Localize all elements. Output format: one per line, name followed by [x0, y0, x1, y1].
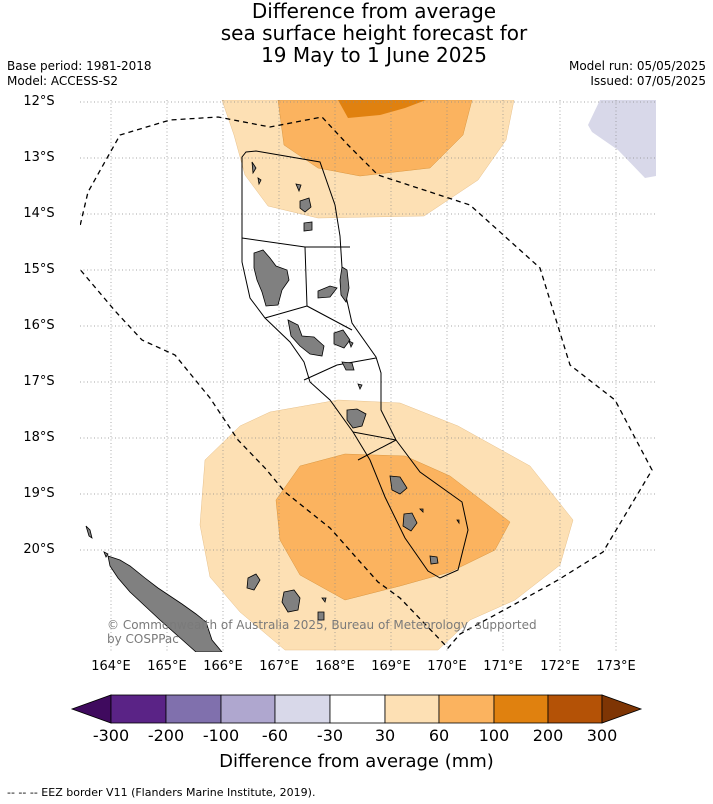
model-text: Model: ACCESS-S2 — [7, 74, 119, 88]
colorbar-bin-60-100 — [438, 694, 495, 724]
vanuatu-islands — [251, 161, 460, 565]
lat-label-15s: 15°S — [23, 262, 55, 277]
issued-text: Issued: 07/05/2025 — [590, 74, 706, 88]
colorbar-bin--60--30 — [274, 694, 331, 724]
base-period-text: Base period: 1981-2018 — [7, 59, 152, 73]
lon-label-166e: 166°E — [203, 659, 243, 674]
meta-left: Base period: 1981-2018 Model: ACCESS-S2 — [7, 59, 152, 89]
lat-label-13s: 13°S — [23, 150, 55, 165]
copyright-text: © Commonwealth of Australia 2025, Bureau… — [107, 618, 537, 646]
negative-anomaly-region — [588, 100, 656, 178]
colorbar-tick-label: -60 — [261, 726, 289, 745]
lat-label-20s: 20°S — [23, 542, 55, 557]
lon-label-168e: 168°E — [315, 659, 355, 674]
title-line-3: 19 May to 1 June 2025 — [261, 43, 487, 67]
colorbar — [70, 694, 643, 724]
eez-footnote: -- -- -- EEZ border V11 (Flanders Marine… — [7, 786, 316, 799]
lon-label-171e: 171°E — [483, 659, 523, 674]
lat-label-17s: 17°S — [23, 374, 55, 389]
lon-label-170e: 170°E — [427, 659, 467, 674]
north-anomaly-100-200 — [338, 100, 426, 118]
lon-label-165e: 165°E — [147, 659, 187, 674]
colorbar-upper-extension — [601, 694, 643, 724]
colorbar-bin--100--60 — [220, 694, 276, 724]
colorbar-bin-100-200 — [493, 694, 549, 724]
colorbar-bin-30-60 — [384, 694, 440, 724]
colorbar-bin--300--200 — [110, 694, 167, 724]
new-caledonia — [85, 525, 327, 652]
colorbar-bin--200--100 — [165, 694, 222, 724]
colorbar-bin--30-30 — [329, 694, 386, 724]
south-anomaly-60-100 — [275, 453, 511, 601]
lon-label-172e: 172°E — [540, 659, 580, 674]
map-title: Difference from average sea surface heig… — [0, 0, 713, 66]
colorbar-tick-label: 60 — [428, 726, 450, 745]
colorbar-tick-label: 200 — [532, 726, 564, 745]
colorbar-bin-200-300 — [547, 694, 603, 724]
colorbar-tick-label: 300 — [586, 726, 618, 745]
lat-label-16s: 16°S — [23, 318, 55, 333]
lat-label-18s: 18°S — [23, 430, 55, 445]
lat-label-12s: 12°S — [23, 94, 55, 109]
colorbar-tick-label: 30 — [374, 726, 396, 745]
lon-label-173e: 173°E — [596, 659, 636, 674]
title-line-1: Difference from average — [251, 0, 497, 23]
lat-label-14s: 14°S — [23, 206, 55, 221]
gridlines — [80, 100, 656, 652]
title-line-2: sea surface height forecast for — [220, 21, 528, 45]
colorbar-lower-extension — [70, 694, 112, 724]
lon-label-169e: 169°E — [371, 659, 411, 674]
colorbar-tick-label: -200 — [147, 726, 185, 745]
north-anomaly-60-100 — [277, 100, 473, 177]
colorbar-tick-label: -100 — [202, 726, 240, 745]
colorbar-tick-label: -30 — [316, 726, 344, 745]
lon-label-167e: 167°E — [259, 659, 299, 674]
lat-label-19s: 19°S — [23, 486, 55, 501]
lon-label-164e: 164°E — [91, 659, 131, 674]
meta-right: Model run: 05/05/2025 Issued: 07/05/2025 — [569, 59, 706, 89]
eez-border — [80, 116, 653, 649]
colorbar-tick-label: -300 — [92, 726, 130, 745]
model-run-text: Model run: 05/05/2025 — [568, 59, 706, 73]
colorbar-title: Difference from average (mm) — [219, 751, 494, 772]
colorbar-tick-label: 100 — [478, 726, 510, 745]
